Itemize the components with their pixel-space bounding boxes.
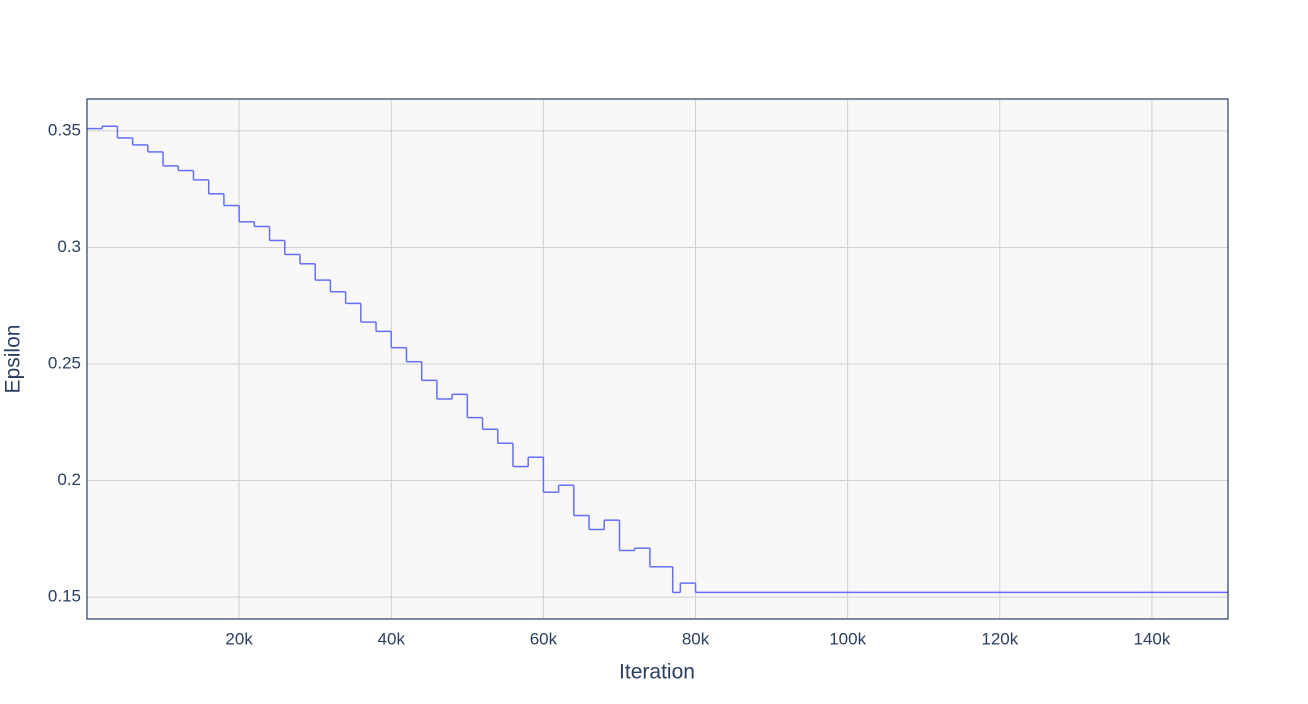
y-tick-label: 0.3	[57, 237, 81, 256]
plot-border	[86, 98, 1229, 620]
x-tick-label: 100k	[829, 629, 866, 648]
y-tick-label: 0.15	[48, 587, 81, 606]
x-tick-label: 120k	[981, 629, 1018, 648]
x-tick-label: 140k	[1133, 629, 1170, 648]
x-tick-label: 20k	[225, 629, 253, 648]
y-tick-label: 0.2	[57, 470, 81, 489]
y-tick-label: 0.25	[48, 353, 81, 372]
x-tick-label: 40k	[378, 629, 406, 648]
x-tick-label: 80k	[682, 629, 710, 648]
marks	[87, 125, 1228, 594]
y-axis-title: Epsilon	[2, 325, 25, 394]
x-tick-label: 60k	[530, 629, 558, 648]
plot-area	[87, 99, 1228, 619]
y-tick-label: 0.35	[48, 120, 81, 139]
x-axis-title: Iteration	[619, 661, 695, 684]
grid	[87, 99, 1228, 619]
